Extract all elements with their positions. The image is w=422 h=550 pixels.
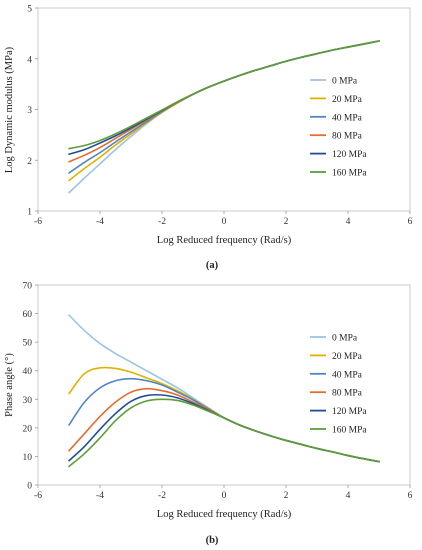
x-tick-label: 0 bbox=[222, 217, 227, 227]
x-tick-label: 4 bbox=[346, 491, 351, 501]
legend-entry: 80 MPa bbox=[332, 132, 363, 142]
legend-entry: 20 MPa bbox=[332, 352, 363, 362]
y-tick-label: 2 bbox=[27, 157, 32, 167]
x-tick-label: -4 bbox=[96, 217, 104, 227]
y-tick-label: 50 bbox=[23, 339, 33, 349]
x-tick-label: -2 bbox=[158, 217, 166, 227]
legend-entry: 20 MPa bbox=[332, 95, 363, 105]
y-tick-label: 4 bbox=[27, 55, 32, 65]
y-tick-label: 70 bbox=[23, 282, 33, 292]
x-tick-label: -6 bbox=[34, 491, 42, 501]
panel-caption: (b) bbox=[206, 535, 219, 546]
y-axis-title: Log Dynamic modulus (MPa) bbox=[4, 46, 15, 173]
x-tick-label: 2 bbox=[284, 491, 289, 501]
series-line-160-mpa bbox=[68, 398, 380, 468]
y-tick-label: 5 bbox=[27, 5, 32, 15]
y-tick-label: 20 bbox=[23, 424, 33, 434]
legend-entry: 40 MPa bbox=[332, 370, 363, 380]
plot-frame bbox=[37, 7, 411, 212]
panel-a-dynamic-modulus: -6 -4 -2 0 2 4 6 1 2 3 4 5 Log Reduced frequency (Ra… bbox=[4, 5, 413, 272]
x-tick-label: -4 bbox=[96, 491, 104, 501]
panel-caption: (a) bbox=[206, 260, 219, 271]
legend-entry: 40 MPa bbox=[332, 113, 363, 123]
legend-entry: 120 MPa bbox=[332, 150, 367, 160]
legend-entry: 120 MPa bbox=[332, 407, 367, 417]
y-tick-label: 1 bbox=[27, 208, 32, 218]
x-tick-label: 0 bbox=[222, 491, 227, 501]
legend-entry: 0 MPa bbox=[332, 334, 358, 344]
legend-entry: 0 MPa bbox=[332, 77, 358, 87]
legend-entry: 160 MPa bbox=[332, 426, 367, 436]
y-tick-label: 3 bbox=[27, 106, 32, 116]
x-tick-label: 6 bbox=[408, 491, 413, 501]
x-axis-title: Log Reduced frequency (Rad/s) bbox=[157, 509, 292, 520]
x-tick-label: -2 bbox=[158, 491, 166, 501]
legend-entry: 80 MPa bbox=[332, 389, 363, 399]
x-tick-label: 2 bbox=[284, 217, 289, 227]
y-tick-label: 30 bbox=[23, 396, 33, 406]
y-tick-label: 0 bbox=[27, 482, 32, 492]
x-axis-title: Log Reduced frequency (Rad/s) bbox=[157, 235, 292, 246]
y-tick-label: 60 bbox=[23, 310, 33, 320]
x-tick-label: -6 bbox=[34, 217, 42, 227]
y-axis-title: Phase angle (°) bbox=[4, 353, 15, 417]
legend-entry: 160 MPa bbox=[332, 169, 367, 179]
x-tick-label: 4 bbox=[346, 217, 351, 227]
y-tick-label: 10 bbox=[23, 453, 33, 463]
series-line-160-mpa bbox=[68, 40, 380, 150]
plot-frame bbox=[37, 284, 411, 486]
x-tick-label: 6 bbox=[408, 217, 413, 227]
y-tick-label: 40 bbox=[23, 367, 33, 377]
